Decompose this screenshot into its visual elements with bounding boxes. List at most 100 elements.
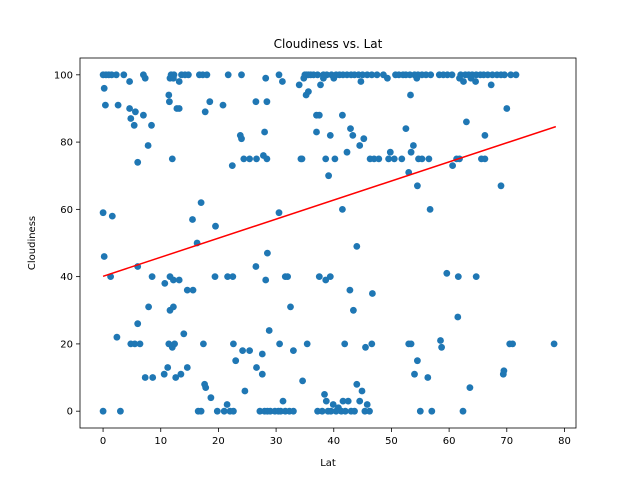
data-point bbox=[407, 148, 415, 156]
data-point bbox=[140, 111, 147, 119]
data-point bbox=[117, 407, 124, 415]
data-point bbox=[463, 118, 470, 126]
data-point bbox=[232, 357, 240, 365]
data-point bbox=[341, 407, 349, 415]
data-point bbox=[315, 111, 323, 119]
data-point bbox=[99, 209, 107, 217]
data-point bbox=[262, 74, 270, 82]
data-point bbox=[126, 105, 133, 112]
data-point bbox=[509, 340, 516, 348]
y-axis-label: Cloudiness bbox=[27, 216, 38, 270]
data-point bbox=[197, 407, 205, 415]
data-point bbox=[426, 206, 434, 213]
data-point bbox=[145, 303, 153, 311]
data-point bbox=[414, 182, 421, 190]
data-point bbox=[189, 216, 196, 223]
data-point bbox=[132, 108, 139, 116]
y-tick-label: 40 bbox=[60, 272, 73, 283]
data-point bbox=[356, 142, 364, 149]
data-point bbox=[112, 71, 120, 79]
x-tick-label: 50 bbox=[385, 436, 398, 447]
data-point bbox=[141, 74, 149, 82]
data-point bbox=[449, 162, 456, 170]
x-tick-label: 0 bbox=[100, 436, 106, 447]
data-point bbox=[279, 397, 287, 405]
data-point bbox=[160, 370, 168, 378]
data-point bbox=[454, 273, 462, 280]
data-point bbox=[180, 330, 188, 338]
data-point bbox=[448, 71, 456, 79]
data-point bbox=[100, 253, 108, 260]
data-point bbox=[353, 243, 361, 250]
y-tick-label: 0 bbox=[67, 407, 73, 418]
data-point bbox=[300, 74, 308, 82]
data-point bbox=[407, 340, 415, 348]
data-point bbox=[113, 333, 121, 341]
data-point bbox=[144, 142, 152, 149]
data-point bbox=[341, 340, 349, 348]
data-point bbox=[339, 206, 346, 213]
data-point bbox=[322, 155, 330, 163]
data-point bbox=[149, 374, 157, 381]
data-point bbox=[351, 407, 358, 415]
data-point bbox=[375, 155, 383, 163]
data-point bbox=[99, 407, 107, 415]
data-point bbox=[360, 135, 368, 143]
data-point bbox=[220, 407, 228, 415]
data-point bbox=[120, 71, 128, 79]
data-point bbox=[172, 374, 180, 381]
data-point bbox=[460, 78, 467, 85]
data-point bbox=[127, 115, 135, 122]
data-point bbox=[507, 71, 515, 79]
data-point bbox=[230, 407, 237, 415]
chart-title: Cloudiness vs. Lat bbox=[274, 37, 383, 51]
data-point bbox=[175, 105, 183, 112]
data-point bbox=[326, 132, 334, 139]
data-point bbox=[284, 273, 291, 280]
data-point bbox=[136, 340, 144, 348]
data-point bbox=[305, 88, 312, 95]
data-point bbox=[366, 407, 373, 415]
data-point bbox=[241, 387, 249, 395]
data-point bbox=[424, 374, 432, 381]
data-point bbox=[287, 303, 294, 311]
data-point bbox=[317, 81, 324, 89]
data-point bbox=[263, 98, 271, 106]
data-point bbox=[425, 155, 433, 163]
data-point bbox=[161, 280, 169, 287]
data-point bbox=[295, 81, 303, 89]
data-point bbox=[358, 387, 366, 395]
data-point bbox=[141, 374, 149, 381]
data-point bbox=[238, 135, 245, 143]
data-point bbox=[290, 407, 297, 415]
data-point bbox=[318, 407, 326, 415]
data-point bbox=[487, 81, 495, 89]
data-point bbox=[353, 380, 361, 388]
data-point bbox=[330, 74, 338, 82]
data-point bbox=[437, 337, 444, 344]
data-point bbox=[503, 105, 511, 112]
data-point bbox=[398, 155, 406, 163]
data-point bbox=[258, 350, 266, 358]
data-point bbox=[275, 209, 283, 217]
data-point bbox=[197, 199, 205, 207]
data-point bbox=[164, 364, 172, 371]
data-point bbox=[168, 155, 176, 163]
data-point bbox=[279, 78, 286, 85]
data-point bbox=[325, 172, 332, 180]
regression-line bbox=[102, 125, 557, 278]
data-point bbox=[390, 155, 398, 163]
data-point bbox=[344, 397, 352, 405]
data-point bbox=[303, 340, 311, 348]
data-point bbox=[313, 128, 320, 136]
data-point bbox=[114, 101, 122, 109]
x-tick-label: 70 bbox=[500, 436, 513, 447]
data-point bbox=[370, 155, 378, 163]
data-point bbox=[422, 71, 430, 79]
data-point bbox=[264, 249, 271, 257]
data-point bbox=[230, 340, 237, 348]
data-point bbox=[343, 148, 351, 156]
data-point bbox=[326, 273, 334, 280]
data-point bbox=[108, 212, 116, 220]
data-point bbox=[428, 407, 436, 415]
